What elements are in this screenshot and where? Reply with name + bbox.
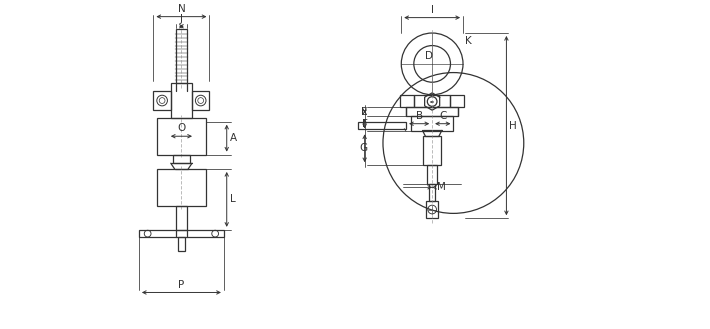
Bar	[427, 201, 438, 218]
Bar	[158, 169, 205, 206]
Bar	[139, 230, 224, 238]
Text: J: J	[180, 14, 183, 24]
Text: O: O	[178, 123, 185, 133]
Text: A: A	[229, 133, 236, 143]
Bar	[411, 116, 454, 131]
Bar	[176, 29, 187, 83]
Bar	[406, 107, 458, 116]
Bar	[173, 155, 190, 163]
Text: N: N	[178, 4, 185, 14]
Text: E: E	[361, 107, 368, 117]
Text: P: P	[178, 280, 185, 290]
Bar	[427, 165, 437, 185]
Bar	[414, 95, 450, 107]
Bar	[450, 95, 464, 107]
Bar	[430, 185, 435, 201]
Text: G: G	[359, 143, 368, 153]
Bar	[400, 95, 414, 107]
Text: H: H	[509, 121, 517, 131]
Bar	[178, 238, 185, 251]
Text: F: F	[361, 119, 368, 129]
Bar	[171, 83, 192, 118]
Bar	[423, 136, 441, 165]
Bar	[176, 206, 187, 230]
Text: C: C	[439, 111, 447, 121]
Bar	[358, 122, 406, 129]
Bar	[158, 118, 205, 155]
Text: M: M	[437, 182, 446, 192]
Bar	[153, 91, 171, 110]
Bar	[192, 91, 209, 110]
Text: D: D	[425, 51, 433, 61]
Text: I: I	[431, 5, 434, 15]
Text: K: K	[465, 36, 471, 46]
Text: B: B	[415, 111, 422, 121]
Text: L: L	[229, 194, 236, 204]
